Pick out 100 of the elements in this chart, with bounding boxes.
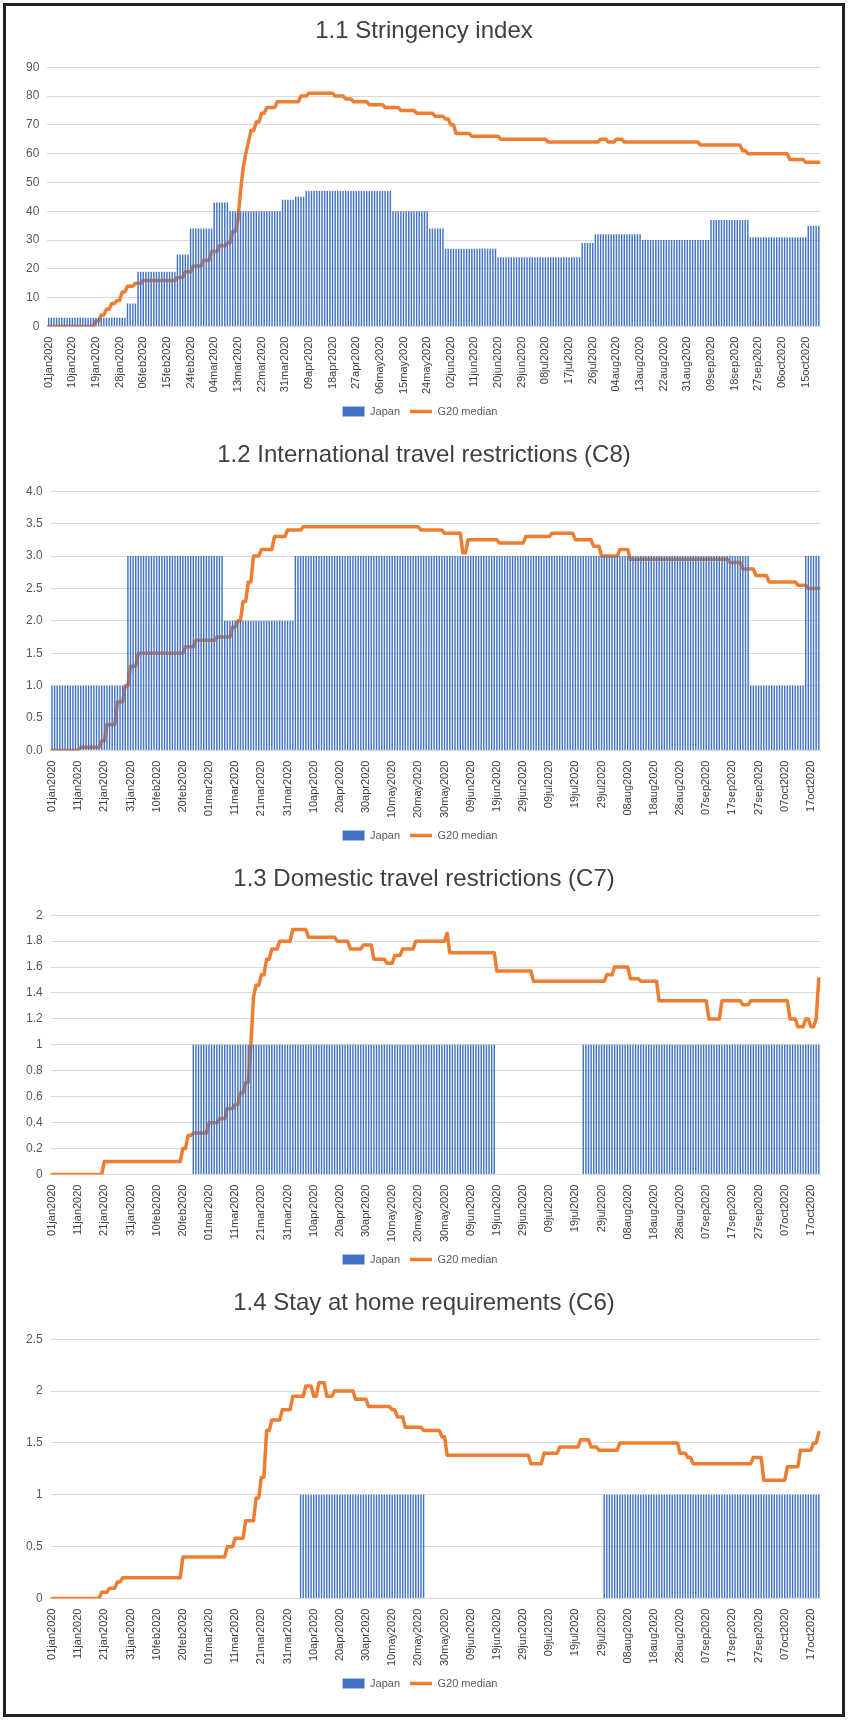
y-tick-label: 40 bbox=[25, 203, 40, 218]
x-tick-label: 09jul2020 bbox=[542, 1184, 555, 1233]
x-tick-label: 20may2020 bbox=[411, 1184, 424, 1243]
x-tick-label: 20may2020 bbox=[411, 760, 424, 819]
x-tick-label: 17oct2020 bbox=[803, 760, 816, 812]
chart-title: 1.2 International travel restrictions (C8) bbox=[216, 440, 632, 468]
x-tick-label: 11jan2020 bbox=[71, 760, 84, 812]
x-tick-label: 29jun2020 bbox=[516, 760, 529, 812]
x-tick-label: 18sep2020 bbox=[727, 336, 740, 391]
x-tick-label: 21jan2020 bbox=[97, 1608, 110, 1660]
x-tick-label: 22mar2020 bbox=[254, 336, 267, 393]
x-tick-label: 02jun2020 bbox=[443, 336, 456, 388]
y-tick-label: 0 bbox=[32, 318, 40, 333]
x-tick-label: 06feb2020 bbox=[136, 336, 149, 389]
x-tick-label: 27sep2020 bbox=[751, 1608, 764, 1663]
y-tick-label: 1.4 bbox=[25, 985, 43, 1000]
x-tick-label: 09sep2020 bbox=[704, 336, 717, 391]
y-tick-label: 4.0 bbox=[25, 483, 43, 498]
x-tick-label: 08aug2020 bbox=[620, 1184, 633, 1240]
x-tick-label: 30may2020 bbox=[437, 1608, 450, 1667]
x-tick-label: 19jun2020 bbox=[489, 760, 502, 812]
y-tick-label: 0 bbox=[35, 1166, 43, 1181]
x-tick-label: 19jun2020 bbox=[489, 1608, 502, 1660]
x-tick-label: 13mar2020 bbox=[230, 336, 243, 393]
x-tick-label: 18aug2020 bbox=[646, 1608, 659, 1664]
x-tick-label: 17sep2020 bbox=[725, 760, 738, 815]
x-tick-label: 24may2020 bbox=[420, 336, 433, 395]
y-tick-label: 60 bbox=[25, 145, 40, 160]
x-tick-label: 17oct2020 bbox=[803, 1184, 816, 1236]
x-tick-label: 20apr2020 bbox=[332, 1184, 345, 1238]
x-tick-label: 10apr2020 bbox=[306, 760, 319, 814]
x-tick-label: 18aug2020 bbox=[646, 1184, 659, 1240]
x-tick-label: 31jan2020 bbox=[123, 1184, 136, 1236]
y-tick-label: 1.5 bbox=[25, 1435, 43, 1450]
x-tick-label: 09jun2020 bbox=[463, 760, 476, 812]
y-tick-label: 1.6 bbox=[25, 959, 43, 974]
x-tick-label: 21mar2020 bbox=[254, 760, 267, 817]
x-tick-label: 07sep2020 bbox=[699, 1184, 712, 1239]
x-tick-label: 24feb2020 bbox=[183, 336, 196, 389]
x-tick-label: 27sep2020 bbox=[751, 1184, 764, 1239]
x-tick-label: 07oct2020 bbox=[777, 1608, 790, 1660]
chart-title: 1.3 Domestic travel restrictions (C7) bbox=[232, 864, 616, 892]
x-tick-label: 07sep2020 bbox=[699, 760, 712, 815]
x-tick-label: 08jul2020 bbox=[538, 336, 551, 385]
x-tick-label: 06may2020 bbox=[372, 336, 385, 395]
y-tick-label: 1.8 bbox=[25, 933, 43, 948]
legend-label: Japan bbox=[370, 1252, 401, 1265]
x-tick-label: 20feb2020 bbox=[175, 1184, 188, 1237]
x-tick-label: 08aug2020 bbox=[620, 1608, 633, 1664]
x-tick-label: 17sep2020 bbox=[725, 1608, 738, 1663]
x-tick-label: 19jun2020 bbox=[489, 1184, 502, 1236]
x-tick-label: 29jul2020 bbox=[594, 760, 607, 809]
y-tick-label: 1 bbox=[35, 1037, 43, 1052]
x-tick-label: 28aug2020 bbox=[673, 1184, 686, 1240]
y-tick-label: 1.5 bbox=[25, 645, 43, 660]
x-tick-label: 10may2020 bbox=[385, 760, 398, 819]
x-tick-label: 09jun2020 bbox=[463, 1608, 476, 1660]
x-tick-label: 21jan2020 bbox=[97, 1184, 110, 1236]
x-tick-label: 21mar2020 bbox=[254, 1184, 267, 1241]
x-tick-label: 31mar2020 bbox=[280, 1608, 293, 1665]
x-tick-label: 10feb2020 bbox=[149, 1184, 162, 1237]
x-tick-label: 27sep2020 bbox=[751, 760, 764, 815]
x-tick-label: 31mar2020 bbox=[280, 1184, 293, 1241]
x-tick-label: 19jul2020 bbox=[568, 1184, 581, 1233]
y-tick-label: 2.5 bbox=[25, 1331, 43, 1346]
x-tick-label: 17oct2020 bbox=[803, 1608, 816, 1660]
legend-label: Japan bbox=[370, 404, 401, 417]
y-tick-label: 90 bbox=[25, 59, 40, 74]
y-tick-label: 3.5 bbox=[25, 515, 43, 530]
x-tick-label: 08aug2020 bbox=[620, 760, 633, 816]
x-tick-label: 01jan2020 bbox=[45, 1184, 58, 1236]
x-tick-label: 01mar2020 bbox=[202, 1184, 215, 1241]
x-tick-label: 30apr2020 bbox=[359, 1608, 372, 1662]
x-tick-label: 01mar2020 bbox=[202, 1608, 215, 1665]
x-tick-label: 30may2020 bbox=[437, 1184, 450, 1243]
chart-title: 1.1 Stringency index bbox=[314, 16, 534, 44]
x-tick-label: 01jan2020 bbox=[45, 760, 58, 812]
x-tick-label: 11jan2020 bbox=[71, 1608, 84, 1660]
y-tick-label: 0 bbox=[35, 1590, 43, 1605]
x-tick-label: 10feb2020 bbox=[149, 1608, 162, 1661]
legend-label: Japan bbox=[370, 828, 401, 841]
x-tick-label: 19jan2020 bbox=[89, 336, 101, 388]
legend-label: G20 median bbox=[437, 828, 498, 841]
y-tick-label: 1 bbox=[35, 1487, 43, 1502]
x-tick-label: 07oct2020 bbox=[777, 760, 790, 812]
x-tick-label: 10may2020 bbox=[385, 1184, 398, 1243]
x-tick-label: 28aug2020 bbox=[673, 1608, 686, 1664]
x-tick-label: 20feb2020 bbox=[175, 760, 188, 813]
x-tick-label: 26jul2020 bbox=[585, 336, 598, 385]
y-tick-label: 50 bbox=[25, 174, 40, 189]
x-tick-label: 19jul2020 bbox=[568, 1608, 581, 1657]
x-tick-label: 30apr2020 bbox=[359, 760, 372, 814]
x-tick-label: 29jul2020 bbox=[594, 1608, 607, 1657]
x-tick-label: 31jan2020 bbox=[123, 760, 136, 812]
x-tick-label: 29jun2020 bbox=[516, 1608, 529, 1660]
x-tick-label: 27sep2020 bbox=[751, 336, 764, 391]
y-tick-label: 20 bbox=[25, 261, 40, 276]
y-tick-label: 2 bbox=[35, 907, 43, 922]
y-tick-label: 70 bbox=[25, 117, 40, 132]
x-tick-label: 10may2020 bbox=[385, 1608, 398, 1667]
